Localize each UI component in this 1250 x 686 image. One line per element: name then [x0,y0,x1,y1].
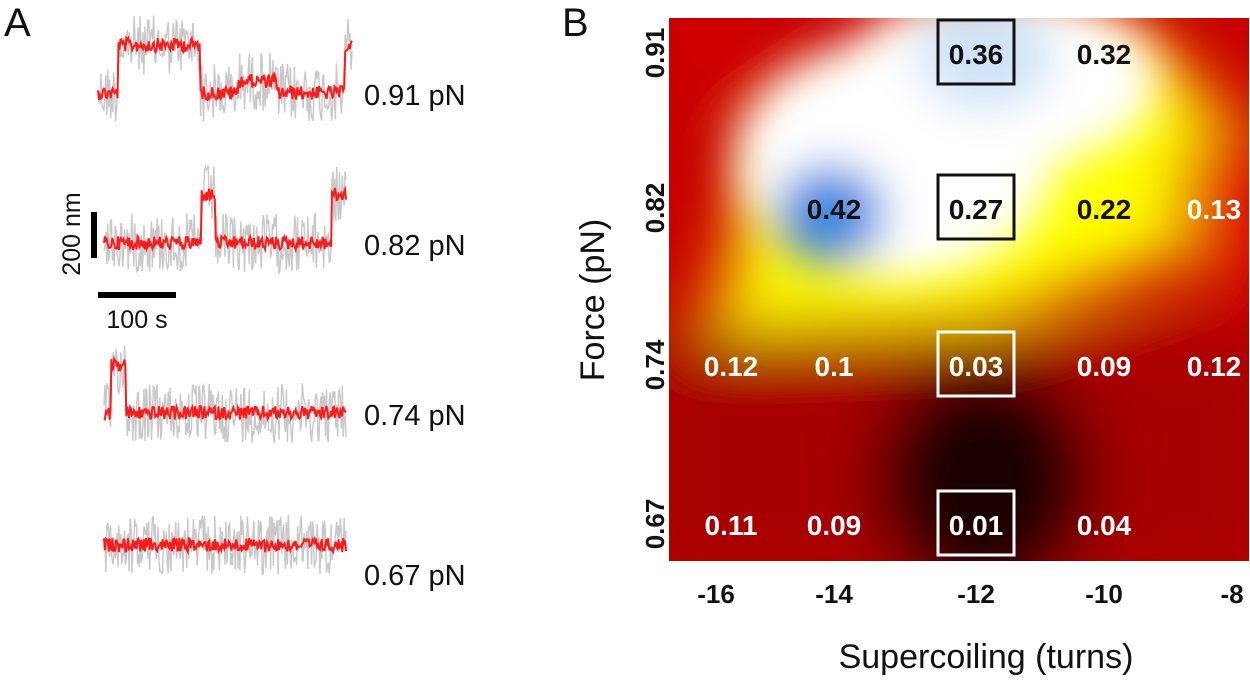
trace-force-label: 0.74 pN [364,400,466,432]
trace-force-label: 0.91 pN [364,80,466,112]
highlight-box [936,489,1016,557]
trace-filtered-line [97,35,353,102]
cell-value: 0.42 [807,194,862,225]
cell-value: 0.01 [949,510,1004,541]
highlight-box [936,173,1016,241]
highlight-box [936,18,1016,86]
scale-bar-horizontal-label: 100 s [106,306,167,334]
trace-3 [103,515,347,576]
x-tick-label: -10 [1085,579,1123,609]
scale-bar-vertical-label: 200 nm [58,192,86,275]
cell-value: 0.22 [1077,194,1132,225]
cell-value: 0.1 [815,351,854,382]
x-tick-label: -8 [1220,579,1243,609]
trace-0 [97,15,353,122]
trace-raw-line [97,15,353,122]
cell-value: 0.09 [1077,351,1132,382]
trace-filtered-line [103,535,347,556]
trace-1 [103,164,347,276]
trace-raw-line [103,515,347,576]
trace-2 [103,345,347,444]
x-tick-label: -16 [697,579,735,609]
cell-value: 0.04 [1077,510,1132,541]
panel-b-letter: B [562,1,589,45]
cell-value: 0.09 [807,510,862,541]
y-tick-label: 0.91 [640,28,670,79]
trace-group [97,15,353,576]
y-tick-label: 0.67 [640,499,670,550]
trace-labels: 0.91 pN 0.82 pN 0.74 pN 0.67 pN [364,80,466,592]
y-tick-label: 0.74 [640,339,670,390]
y-tick-labels: 0.91 0.82 0.74 0.67 [640,28,670,550]
trace-raw-line [103,345,347,444]
trace-raw-line [103,164,347,276]
trace-force-label: 0.67 pN [364,560,466,592]
heatmap-cells: 0.36 0.32 0.42 0.27 0.22 0.13 0.12 0.1 0.03 0.09 0… [704,18,1242,557]
x-tick-labels: -16 -14 -12 -10 -8 [697,579,1243,609]
cell-value: 0.03 [949,351,1004,382]
cell-value: 0.11 [705,510,758,541]
trace-filtered-line [103,185,347,254]
x-tick-label: -14 [815,579,853,609]
highlight-box [936,330,1016,398]
y-axis-label: Force (pN) [574,219,612,381]
y-tick-label: 0.82 [640,183,670,234]
trace-force-label: 0.82 pN [364,230,466,262]
cell-value: 0.36 [949,39,1004,70]
heatmap [669,18,1249,561]
trace-filtered-line [103,355,347,423]
x-axis-label: Supercoiling (turns) [839,638,1134,676]
cell-value: 0.27 [949,194,1004,225]
cell-value: 0.12 [704,351,759,382]
cell-value: 0.12 [1187,351,1242,382]
panel-a-letter: A [4,1,31,45]
x-tick-label: -12 [957,579,995,609]
cell-value: 0.32 [1077,39,1132,70]
cell-value: 0.13 [1187,194,1242,225]
